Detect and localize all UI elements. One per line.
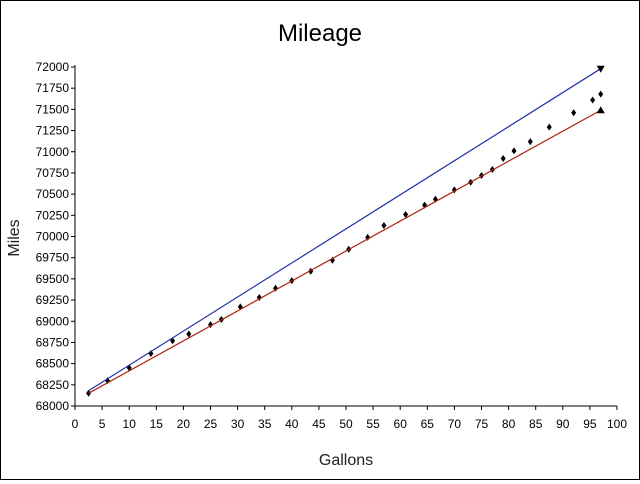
x-tick-label: 10 — [123, 417, 137, 431]
trend-line-1 — [88, 68, 602, 392]
y-axis-title: Miles — [6, 219, 23, 256]
y-tick-label: 69250 — [36, 293, 70, 307]
data-point — [571, 109, 577, 117]
x-tick-label: 75 — [475, 417, 489, 431]
y-tick-label: 70750 — [36, 166, 70, 180]
x-tick-label: 65 — [421, 417, 435, 431]
x-tick-label: 35 — [258, 417, 272, 431]
x-tick-label: 95 — [583, 417, 597, 431]
trend-line-end-marker-1 — [596, 65, 605, 73]
x-tick-label: 25 — [204, 417, 218, 431]
x-tick-label: 55 — [366, 417, 380, 431]
x-tick-label: 80 — [502, 417, 516, 431]
chart-title: Mileage — [278, 20, 362, 47]
y-tick-label: 69000 — [36, 314, 70, 328]
x-tick-label: 50 — [339, 417, 353, 431]
y-tick-label: 69500 — [36, 272, 70, 286]
trend-line-end-marker-2 — [596, 106, 605, 114]
data-point — [598, 90, 604, 98]
y-tick-label: 71000 — [36, 145, 70, 159]
x-axis-title: Gallons — [319, 452, 373, 469]
y-tick-label: 68000 — [36, 399, 70, 413]
x-tick-label: 5 — [99, 417, 106, 431]
y-tick-label: 69750 — [36, 251, 70, 265]
data-point — [546, 123, 552, 131]
y-tick-label: 71250 — [36, 124, 70, 138]
x-tick-label: 70 — [448, 417, 462, 431]
data-point — [527, 138, 533, 146]
y-tick-label: 68500 — [36, 357, 70, 371]
trend-line-2 — [88, 109, 602, 394]
y-tick-label: 70000 — [36, 230, 70, 244]
x-tick-label: 100 — [607, 417, 627, 431]
data-point — [590, 96, 596, 104]
plot-area: 68000 68250 68500 68750 69000 69250 69500 69750… — [36, 60, 628, 431]
y-tick-label: 72000 — [36, 60, 70, 74]
data-point — [381, 221, 387, 229]
data-point — [329, 256, 335, 264]
x-tick-label: 20 — [177, 417, 191, 431]
data-point — [186, 330, 192, 338]
y-tick-label: 68250 — [36, 378, 70, 392]
x-tick-label: 30 — [231, 417, 245, 431]
y-tick-label: 71750 — [36, 81, 70, 95]
data-point — [511, 147, 517, 155]
x-tick-label: 15 — [150, 417, 164, 431]
y-tick-label: 70250 — [36, 208, 70, 222]
x-tick-label: 40 — [285, 417, 299, 431]
x-tick-label: 90 — [556, 417, 570, 431]
x-tick-label: 0 — [72, 417, 79, 431]
y-tick-label: 68750 — [36, 335, 70, 349]
data-point — [273, 284, 279, 292]
x-tick-label: 45 — [312, 417, 326, 431]
y-tick-label: 70500 — [36, 187, 70, 201]
data-point — [500, 155, 506, 163]
x-tick-label: 85 — [529, 417, 543, 431]
y-tick-label: 71500 — [36, 102, 70, 116]
data-point — [403, 210, 409, 218]
x-tick-label: 60 — [394, 417, 408, 431]
